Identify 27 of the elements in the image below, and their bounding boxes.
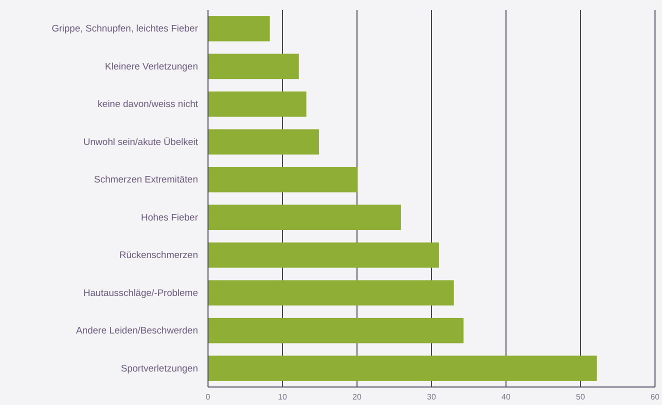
bar (208, 318, 464, 344)
y-tick-label: Kleinere Verletzungen (105, 61, 198, 72)
y-tick-label: Andere Leiden/Beschwerden (76, 326, 198, 337)
y-tick-label: Hohes Fieber (140, 212, 198, 224)
y-tick-label: Unwohl sein/akute Übelkeit (83, 136, 198, 148)
y-tick-label: Hautausschläge/-Probleme (83, 288, 198, 299)
bar (208, 242, 439, 268)
y-tick-label: Sportverletzungen (120, 363, 198, 374)
bar (208, 204, 401, 230)
y-tick-label: keine davon/weiss nicht (98, 99, 198, 110)
bar (208, 129, 320, 155)
bar (208, 166, 358, 192)
x-tick-label: 40 (502, 392, 511, 402)
x-tick-label: 10 (278, 392, 288, 402)
x-tick-label: 30 (427, 392, 436, 402)
x-tick-label: 20 (352, 392, 362, 402)
y-tick-label: Grippe, Schnupfen, leichtes Fieber (52, 24, 198, 35)
x-tick-label: 60 (650, 392, 660, 402)
bar (208, 280, 454, 306)
x-tick-label: 0 (206, 392, 211, 402)
x-tick-label: 50 (576, 392, 586, 402)
bar (208, 92, 306, 117)
bar (208, 16, 270, 42)
y-tick-label: Schmerzen Extremitäten (94, 174, 198, 186)
y-tick-label: Rückenschmerzen (119, 250, 198, 262)
bar (208, 54, 299, 80)
bar (208, 356, 597, 381)
